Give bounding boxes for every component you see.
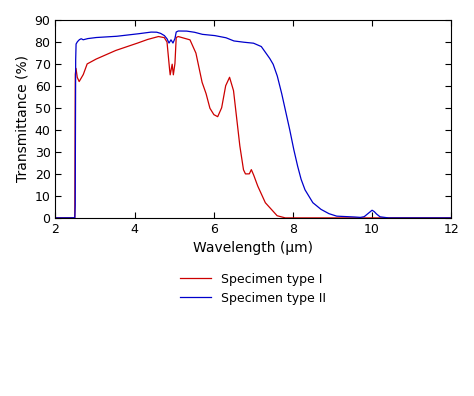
Specimen type II <box>125 33 130 38</box>
Specimen type I <box>310 215 316 220</box>
Line: Specimen type I: Specimen type I <box>55 36 451 218</box>
Specimen type II <box>448 215 454 220</box>
Specimen type II <box>310 200 316 205</box>
Specimen type II <box>204 32 210 37</box>
Specimen type II <box>378 215 383 219</box>
Specimen type I <box>448 215 454 220</box>
Y-axis label: Transmittance (%): Transmittance (%) <box>15 55 29 183</box>
Specimen type II <box>348 214 354 219</box>
Legend: Specimen type I, Specimen type II: Specimen type I, Specimen type II <box>175 268 331 310</box>
Specimen type I <box>155 34 161 39</box>
Line: Specimen type II: Specimen type II <box>55 31 451 218</box>
Specimen type I <box>290 215 296 220</box>
Specimen type II <box>175 29 181 33</box>
X-axis label: Wavelength (μm): Wavelength (μm) <box>193 241 313 255</box>
Specimen type I <box>204 94 210 99</box>
Specimen type II <box>290 143 296 148</box>
Specimen type II <box>53 215 58 220</box>
Specimen type I <box>53 215 58 220</box>
Specimen type I <box>125 44 130 49</box>
Specimen type I <box>378 215 383 220</box>
Specimen type I <box>348 215 354 220</box>
